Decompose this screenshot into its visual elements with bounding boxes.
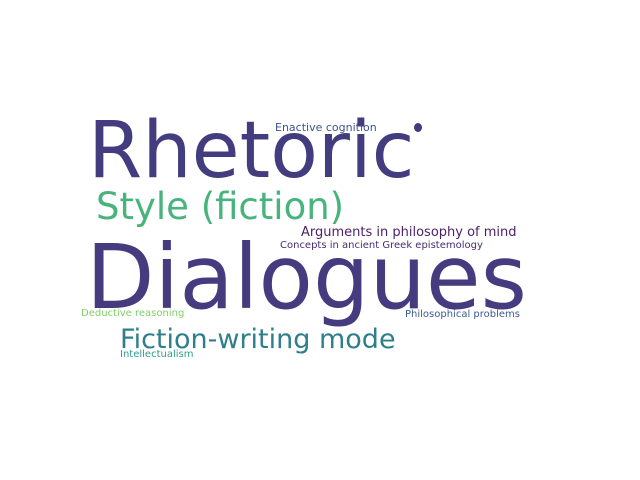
word-philosophical-problems: Philosophical problems [405, 309, 521, 320]
word-fiction-writing-mode: Fiction-writing mode [120, 324, 396, 355]
dot-mark [414, 123, 422, 132]
word-intellectualism: Intellectualism [120, 349, 194, 360]
word-style-fiction: Style (fiction) [96, 185, 345, 228]
word-rhetoric: Rhetoric [88, 106, 415, 196]
word-concepts-ancient-greek-epistemology: Concepts in ancient Greek epistemology [280, 240, 483, 251]
word-dialogues: Dialogues [86, 225, 528, 329]
word-arguments-philosophy-of-mind: Arguments in philosophy of mind [301, 225, 517, 240]
word-deductive-reasoning: Deductive reasoning [81, 308, 185, 319]
word-enactive-cognition: Enactive cognition [275, 121, 377, 134]
